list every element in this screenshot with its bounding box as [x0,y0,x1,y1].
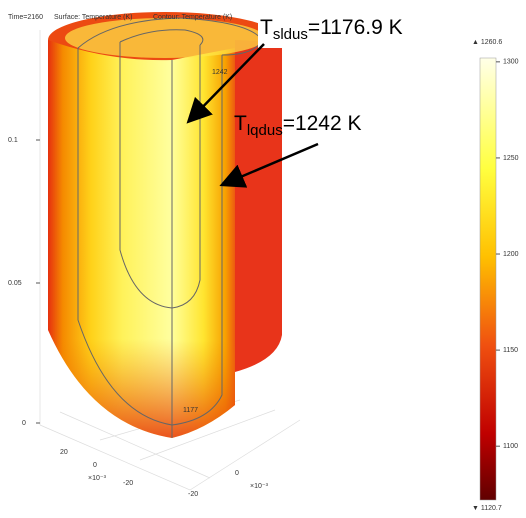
page: {"header": {"time": "Time=2160", "surfac… [0,0,526,518]
z-tick-label: 0.05 [8,280,22,287]
figure: 0.1 0.05 0 20 0 ×10⁻³ -20 -20 0 ×10⁻³ 12… [0,0,526,513]
colorbar [480,58,496,500]
colorbar-min-value: 1120.7 [481,505,502,512]
y-tick-label: -20 [188,491,198,498]
colorbar-tick-label: 1150 [503,347,518,354]
x-tick-label: 0 [93,462,97,469]
header-contour: Contour: Temperature (K) [153,14,232,21]
contour-label: 1242 [212,69,228,76]
header-time: Time=2160 [8,14,43,21]
subscript: lqdus [247,122,283,139]
top-section [65,18,265,58]
colorbar-max: ▲ 1260.6 [472,39,502,46]
cut-face-left-shade [48,40,172,438]
value: =1242 K [283,112,362,135]
x-tick-label: -20 [123,480,133,487]
header-surface: Surface: Temperature (K) [54,14,132,21]
z-tick-label: 0.1 [8,137,18,144]
x-multiplier: ×10⁻³ [88,475,107,482]
z-tick-label: 0 [22,420,26,427]
colorbar-tick-label: 1100 [503,443,518,450]
symbol: T [234,112,247,135]
colorbar-min: ▼ 1120.7 [472,505,502,512]
contour-label: 1177 [183,407,198,414]
y-multiplier: ×10⁻³ [250,483,269,490]
colorbar-tick-label: 1200 [503,251,519,258]
symbol: T [260,16,273,39]
x-tick-label: 20 [60,449,68,456]
y-tick-label: 0 [235,470,239,477]
colorbar-tick-label: 1300 [503,59,519,66]
colorbar-tick-label: 1250 [503,155,519,162]
colorbar-max-value: 1260.6 [481,39,503,46]
value: =1176.9 K [308,16,403,39]
subscript: sldus [273,26,308,43]
outer-surface [235,40,282,372]
